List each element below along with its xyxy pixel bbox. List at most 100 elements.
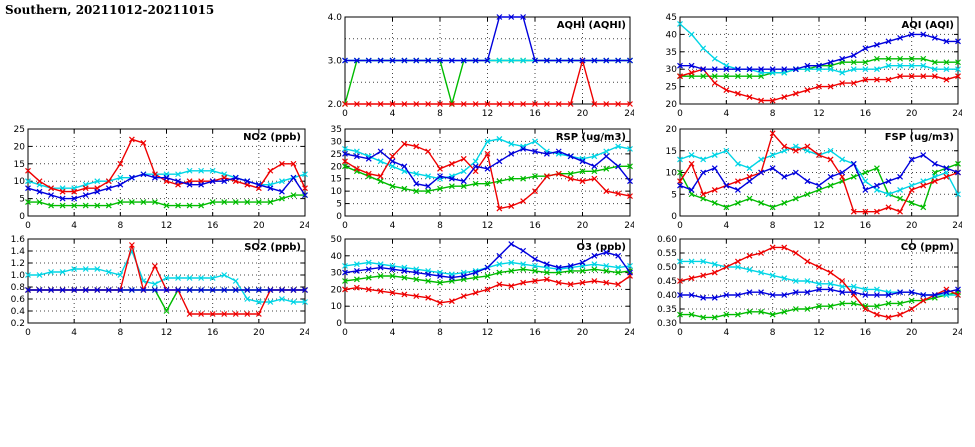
chart-title-o3: O3 (ppb) [576, 242, 626, 253]
y-tick-label: 20 [14, 142, 26, 152]
series-markers-cyan [25, 248, 308, 305]
x-tick-label: 0 [677, 109, 683, 119]
series-line-blue [680, 288, 959, 299]
x-tick-label: 16 [207, 328, 219, 338]
x-tick-label: 4 [390, 221, 396, 231]
y-tick-label: 30 [666, 65, 678, 75]
chart-aqhi: 0 4 8 12 16 20 24 2.0 3.0 4.0 AQHI (AQHI) [317, 11, 636, 125]
y-tick-label: 0.40 [657, 291, 677, 301]
y-tick-label: 0 [19, 212, 25, 222]
y-tick-label: 20 [331, 285, 343, 295]
series-markers-green [342, 266, 633, 286]
y-tick-label: 0.2 [11, 319, 25, 329]
x-tick-label: 0 [677, 221, 683, 231]
series-markers-cyan [342, 136, 633, 182]
y-tick-label: 5 [671, 190, 677, 200]
series-markers-cyan [677, 143, 961, 198]
y-tick-label: 1.4 [11, 247, 26, 257]
x-tick-label: 4 [723, 221, 729, 231]
y-tick-label: 10 [331, 187, 343, 197]
chart-title-fsp: FSP (ug/m3) [885, 132, 954, 143]
x-tick-label: 20 [253, 328, 265, 338]
x-tick-label: 0 [25, 221, 31, 231]
series-markers-blue [25, 171, 308, 202]
y-tick-label: 10 [666, 169, 678, 179]
chart-canvas-fsp: 0 4 8 12 16 20 24 0 5 10 15 20 FSP (ug/m3) [666, 125, 964, 231]
x-tick-label: 20 [906, 109, 918, 119]
x-tick-label: 16 [529, 328, 541, 338]
y-tick-label: 20 [666, 125, 678, 135]
series-markers-red [677, 130, 961, 215]
x-tick-label: 0 [677, 328, 683, 338]
x-tick-label: 8 [770, 221, 776, 231]
y-tick-label: 40 [666, 30, 678, 40]
x-tick-label: 4 [723, 109, 729, 119]
y-tick-label: 0.8 [11, 283, 26, 293]
x-tick-label: 12 [482, 328, 493, 338]
x-tick-label: 12 [813, 221, 824, 231]
series-markers-red [342, 57, 633, 107]
x-tick-label: 12 [161, 328, 172, 338]
x-tick-label: 12 [482, 109, 493, 119]
y-tick-label: 0.4 [11, 307, 26, 317]
x-tick-label: 24 [624, 328, 634, 338]
x-tick-label: 8 [117, 221, 123, 231]
y-tick-label: 40 [331, 252, 343, 262]
x-tick-label: 24 [299, 221, 309, 231]
chart-title-rsp: RSP (ug/m3) [556, 132, 626, 143]
chart-title-no2: NO2 (ppb) [243, 132, 301, 143]
series-markers-blue [25, 287, 308, 293]
chart-canvas-co: 0 4 8 12 16 20 24 0.30 0.35 0.40 0.45 0.50 0.55 0.60 C… [657, 235, 964, 338]
x-tick-label: 20 [906, 221, 918, 231]
chart-canvas-rsp: 0 4 8 12 16 20 24 0 5 10 15 20 25 30 35 RSP (ug/m3) [331, 125, 636, 231]
y-tick-label: 0.6 [11, 295, 26, 305]
y-tick-label: 20 [666, 100, 678, 110]
x-tick-label: 16 [529, 109, 541, 119]
chart-title-so2: SO2 (ppb) [244, 242, 301, 253]
x-tick-label: 4 [390, 109, 396, 119]
series-line-green [344, 165, 630, 192]
y-tick-label: 10 [14, 177, 26, 187]
y-tick-label: 3.0 [328, 57, 343, 67]
y-tick-label: 50 [331, 235, 343, 245]
x-tick-label: 20 [906, 328, 918, 338]
y-tick-label: 35 [331, 125, 342, 135]
y-tick-label: 0.55 [657, 249, 677, 259]
x-tick-label: 12 [813, 328, 824, 338]
y-tick-label: 0.35 [657, 305, 677, 315]
y-tick-label: 2.0 [328, 100, 343, 110]
x-tick-label: 0 [25, 328, 31, 338]
x-tick-label: 8 [437, 221, 443, 231]
y-tick-label: 25 [14, 125, 25, 135]
series-line-cyan [344, 138, 631, 180]
chart-no2: 0 4 8 12 16 20 24 0 5 10 15 20 25 NO2 (ppb) [0, 123, 311, 237]
y-tick-label: 1.6 [11, 235, 26, 245]
series-markers-green [677, 289, 961, 321]
series-markers-green [25, 192, 308, 209]
series-line-green [28, 194, 305, 207]
chart-canvas-aqhi: 0 4 8 12 16 20 24 2.0 3.0 4.0 AQHI (AQHI) [328, 13, 636, 119]
chart-fsp: 0 4 8 12 16 20 24 0 5 10 15 20 FSP (ug/m3) [652, 123, 964, 237]
x-tick-label: 4 [71, 328, 77, 338]
page-title: Southern, 20211012-20211015 [5, 3, 215, 17]
series-markers-blue [342, 241, 633, 281]
series-markers-green [342, 163, 633, 195]
chart-canvas-aqi: 0 4 8 12 16 20 24 20 25 30 35 40 45 AQI (AQI) [666, 13, 964, 119]
x-tick-label: 20 [577, 221, 589, 231]
chart-aqi: 0 4 8 12 16 20 24 20 25 30 35 40 45 AQI (AQI) [652, 11, 964, 125]
y-tick-label: 15 [666, 147, 677, 157]
x-tick-label: 20 [253, 221, 265, 231]
x-tick-label: 4 [390, 328, 396, 338]
x-tick-label: 24 [299, 328, 309, 338]
x-tick-label: 20 [577, 328, 589, 338]
y-tick-label: 4.0 [328, 13, 343, 23]
y-tick-label: 5 [336, 200, 342, 210]
y-tick-label: 1.2 [11, 259, 25, 269]
x-tick-label: 24 [624, 221, 634, 231]
x-tick-label: 16 [529, 221, 541, 231]
y-tick-label: 0.50 [657, 263, 677, 273]
y-tick-label: 30 [331, 269, 343, 279]
series-markers-blue [342, 14, 633, 64]
x-tick-label: 12 [813, 109, 824, 119]
